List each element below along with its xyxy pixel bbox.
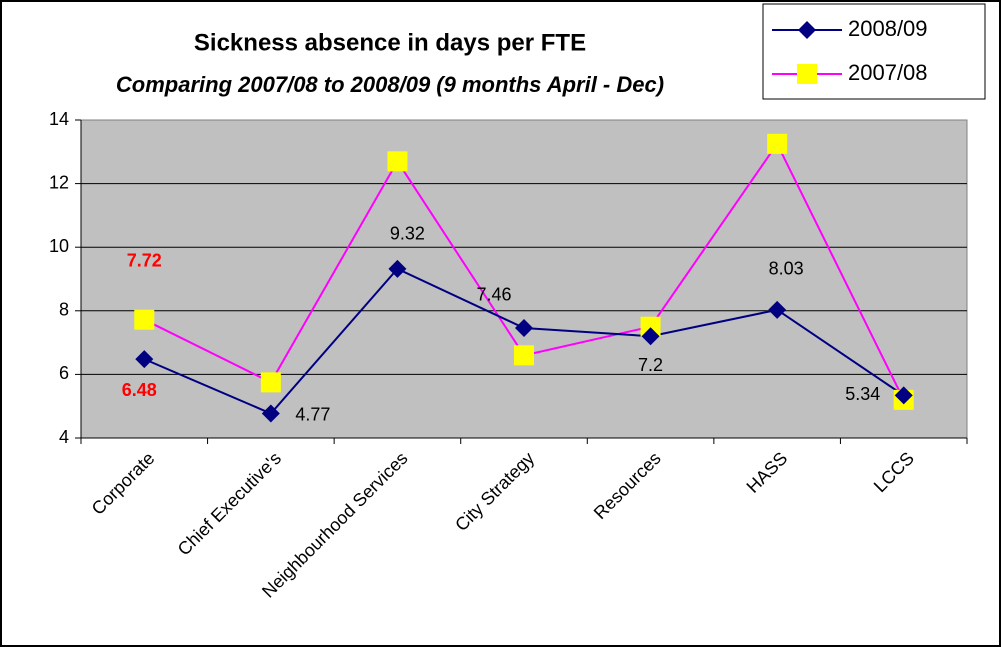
data-label: 7.46 xyxy=(476,285,511,305)
data-label: 6.48 xyxy=(122,380,157,400)
marker xyxy=(388,259,407,278)
marker xyxy=(514,345,534,366)
data-label: 5.34 xyxy=(845,384,880,404)
plot-area xyxy=(80,119,968,439)
marker xyxy=(641,327,660,346)
y-tick-label: 14 xyxy=(49,109,69,129)
legend-label: 2007/08 xyxy=(848,60,928,85)
y-tick-label: 4 xyxy=(59,427,69,447)
y-tick-label: 8 xyxy=(59,300,69,320)
y-tick-label: 10 xyxy=(49,236,69,256)
data-label: 7.2 xyxy=(638,355,663,375)
marker xyxy=(260,372,281,393)
marker xyxy=(767,133,788,154)
marker xyxy=(515,318,533,337)
legend-label: 2008/09 xyxy=(848,16,928,41)
marker xyxy=(261,404,280,423)
legend-marker xyxy=(797,64,817,84)
data-label: 7.72 xyxy=(127,250,162,270)
marker xyxy=(640,316,661,337)
marker xyxy=(135,350,154,369)
chart-subtitle: Comparing 2007/08 to 2008/09 (9 months A… xyxy=(116,72,664,97)
marker xyxy=(768,300,787,319)
marker xyxy=(387,151,408,172)
data-label: 8.03 xyxy=(769,259,804,279)
data-label: 9.32 xyxy=(390,224,425,244)
legend-marker xyxy=(798,21,816,39)
data-label: 4.77 xyxy=(295,404,330,424)
y-tick-label: 12 xyxy=(49,172,69,192)
y-tick-label: 6 xyxy=(59,363,69,383)
marker xyxy=(894,386,913,405)
marker xyxy=(134,309,155,330)
chart-title: Sickness absence in days per FTE xyxy=(194,29,586,56)
